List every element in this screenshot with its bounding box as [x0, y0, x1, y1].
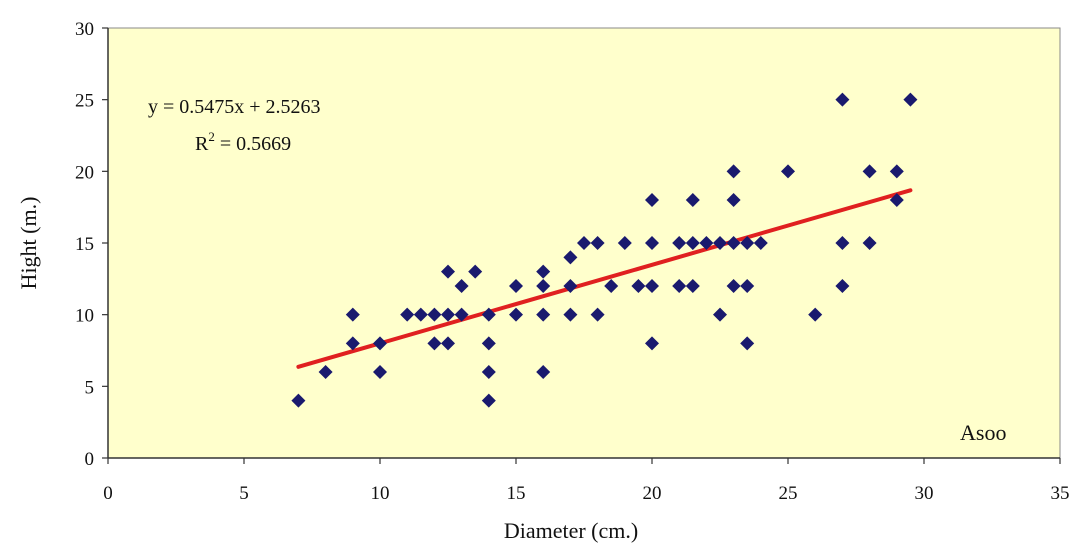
- data-point: [740, 336, 755, 351]
- data-point: [413, 307, 428, 322]
- data-point: [672, 279, 687, 293]
- y-tick-label: 30: [75, 19, 94, 40]
- data-point: [672, 236, 687, 250]
- x-tick-label: 0: [103, 483, 113, 504]
- data-point: [781, 164, 795, 179]
- y-tick-label: 10: [75, 306, 94, 327]
- data-point: [713, 307, 727, 322]
- data-point: [400, 307, 415, 322]
- data-point: [481, 336, 496, 351]
- data-point: [645, 236, 659, 250]
- data-point: [726, 164, 741, 179]
- data-point: [481, 307, 496, 322]
- data-point: [685, 236, 700, 250]
- data-point: [590, 307, 605, 322]
- y-axis-title: Hight (m.): [16, 197, 41, 290]
- data-point: [454, 307, 469, 322]
- data-point: [291, 393, 306, 408]
- data-point: [481, 393, 496, 408]
- data-point: [835, 92, 850, 107]
- y-tick-label: 25: [75, 91, 94, 112]
- data-point: [481, 365, 496, 379]
- data-point: [604, 279, 619, 293]
- x-tick-label: 15: [507, 483, 526, 504]
- data-point: [345, 307, 360, 322]
- y-tick-labels: 0 5 10 15 20 25 30: [75, 19, 94, 470]
- trendline: [296, 188, 913, 369]
- x-tick-labels: 0 5 10 15 20 25 30 35: [103, 483, 1069, 504]
- data-point: [726, 236, 741, 250]
- data-point: [509, 279, 523, 293]
- data-point: [808, 307, 823, 322]
- data-point: [441, 307, 455, 322]
- data-point: [645, 193, 659, 207]
- data-point: [441, 336, 455, 351]
- data-point: [427, 336, 442, 351]
- x-axis-title: Diameter (cm.): [504, 518, 638, 543]
- data-point: [740, 236, 755, 250]
- y-tick-label: 20: [75, 162, 94, 183]
- data-point: [835, 236, 850, 250]
- data-point: [699, 236, 714, 250]
- y-tick-label: 5: [85, 377, 95, 398]
- x-tick-label: 35: [1051, 483, 1070, 504]
- data-point: [563, 279, 578, 293]
- y-tick-label: 0: [85, 449, 95, 470]
- data-point: [373, 336, 387, 351]
- data-point: [835, 279, 850, 293]
- axes: [102, 27, 1061, 464]
- data-point: [740, 279, 755, 293]
- data-point: [373, 365, 387, 379]
- data-point: [536, 307, 551, 322]
- x-tick-label: 10: [371, 483, 390, 504]
- data-point: [685, 279, 700, 293]
- data-point: [345, 336, 360, 351]
- data-points: [291, 92, 918, 408]
- data-point: [631, 279, 646, 293]
- data-point: [645, 336, 659, 351]
- data-point: [903, 92, 918, 107]
- data-point: [454, 279, 469, 293]
- data-point: [726, 279, 741, 293]
- data-point: [536, 279, 551, 293]
- x-tick-label: 20: [643, 483, 662, 504]
- data-point: [862, 236, 877, 250]
- equation-label: y = 0.5475x + 2.5263: [148, 96, 321, 118]
- data-point: [889, 164, 904, 179]
- data-point: [563, 307, 578, 322]
- data-point: [427, 307, 442, 322]
- data-point: [318, 365, 333, 379]
- data-point: [862, 164, 877, 179]
- data-point: [441, 264, 455, 279]
- data-point: [685, 193, 700, 207]
- data-point: [645, 279, 659, 293]
- data-point: [590, 236, 605, 250]
- data-point: [536, 365, 551, 379]
- data-point: [617, 236, 632, 250]
- data-point: [468, 264, 483, 279]
- site-label: Asoo: [960, 420, 1006, 445]
- data-point: [509, 307, 523, 322]
- data-point: [713, 236, 727, 250]
- data-point: [563, 250, 578, 265]
- x-tick-label: 25: [779, 483, 798, 504]
- data-point: [753, 236, 768, 250]
- data-point: [726, 193, 741, 207]
- x-tick-label: 30: [915, 483, 934, 504]
- data-point: [536, 264, 551, 279]
- y-tick-label: 15: [75, 234, 94, 255]
- r-squared-label: R2 = 0.5669: [195, 129, 291, 155]
- data-point: [577, 236, 591, 250]
- data-point: [889, 193, 904, 207]
- x-tick-label: 5: [239, 483, 249, 504]
